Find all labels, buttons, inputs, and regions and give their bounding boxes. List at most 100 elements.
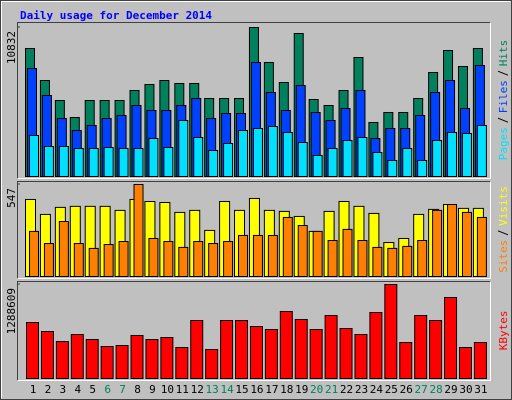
bar [402, 147, 413, 178]
bar [193, 137, 204, 178]
bar [223, 143, 234, 177]
bar [178, 246, 189, 277]
x-tick-label: 14 [220, 383, 234, 396]
x-tick-label: 12 [191, 383, 204, 396]
bar [267, 234, 278, 277]
bar [163, 241, 174, 277]
bar [432, 140, 443, 177]
x-tick-label: 20 [310, 383, 323, 396]
bar [357, 137, 368, 178]
bar [40, 330, 54, 380]
bar [327, 240, 338, 277]
bar [70, 333, 84, 380]
bar [43, 145, 54, 178]
bar [160, 336, 174, 379]
x-tick-label: 2 [45, 383, 52, 396]
bar [148, 237, 159, 277]
x-tick-label: 8 [134, 383, 141, 396]
bar [58, 145, 69, 178]
bar [267, 125, 278, 177]
bar [100, 345, 114, 380]
x-tick-label: 28 [429, 383, 442, 396]
y-tick-label: 10832 [5, 31, 18, 64]
x-tick-label: 13 [206, 383, 219, 396]
bar [294, 318, 308, 379]
bar [461, 211, 472, 277]
x-tick-label: 25 [385, 383, 398, 396]
bar [279, 310, 293, 379]
bar [264, 328, 278, 380]
bar [476, 216, 487, 278]
bar [282, 216, 293, 278]
legend-separator [497, 70, 509, 76]
x-tick-label: 5 [89, 383, 96, 396]
bar [88, 247, 99, 277]
x-tick-label: 23 [355, 383, 368, 396]
bar [193, 241, 204, 277]
bar [190, 319, 204, 379]
x-tick-label: 26 [400, 383, 413, 396]
x-tick-label: 17 [265, 383, 278, 396]
legend-label: Sites [497, 240, 510, 273]
bar [357, 240, 368, 277]
bar [58, 221, 69, 278]
bar [118, 147, 129, 178]
bar [458, 346, 472, 380]
bar [354, 333, 368, 380]
bar [43, 243, 54, 277]
bar [399, 341, 413, 379]
bar [384, 284, 398, 379]
bar [252, 234, 263, 277]
bar [444, 296, 458, 380]
legend-label: KBytes [497, 311, 510, 351]
bar [145, 338, 159, 379]
bar [208, 243, 219, 277]
bar [238, 130, 249, 178]
bar [29, 230, 39, 278]
bar [342, 228, 353, 278]
bar [339, 327, 353, 379]
x-tick-label: 18 [280, 383, 293, 396]
bar [252, 127, 263, 177]
bar [223, 241, 234, 277]
legend-label: Hits [497, 40, 510, 66]
bar [417, 240, 428, 277]
bar [249, 325, 263, 379]
legend: Sites Visits [497, 186, 510, 273]
x-tick-label: 3 [60, 383, 67, 396]
legend: Pages Files Hits [497, 40, 510, 160]
bar [178, 120, 189, 177]
bar [235, 319, 249, 379]
bar [208, 150, 219, 177]
bar [387, 247, 398, 277]
x-tick-label: 19 [295, 383, 308, 396]
x-tick-label: 15 [235, 383, 248, 396]
bar [324, 314, 338, 380]
bar [429, 319, 443, 379]
x-tick-label: 4 [74, 383, 81, 396]
x-tick-label: 6 [104, 383, 111, 396]
panel-border-light [17, 181, 491, 279]
bar [29, 134, 39, 177]
bar [372, 151, 383, 177]
bar [297, 141, 308, 177]
x-tick-label: 29 [444, 383, 457, 396]
bar [476, 124, 487, 177]
bar [414, 314, 428, 380]
bar [103, 147, 114, 178]
bar [238, 234, 249, 277]
bar [432, 209, 443, 277]
x-tick-label: 10 [161, 383, 174, 396]
bar [133, 184, 144, 277]
x-tick-label: 7 [119, 383, 126, 396]
bar [327, 147, 338, 178]
panel-border-dark [17, 22, 491, 179]
bar [461, 133, 472, 177]
bar [148, 137, 159, 177]
bar [130, 334, 144, 380]
bar [473, 341, 487, 379]
bar [387, 160, 398, 177]
bar [282, 131, 293, 178]
